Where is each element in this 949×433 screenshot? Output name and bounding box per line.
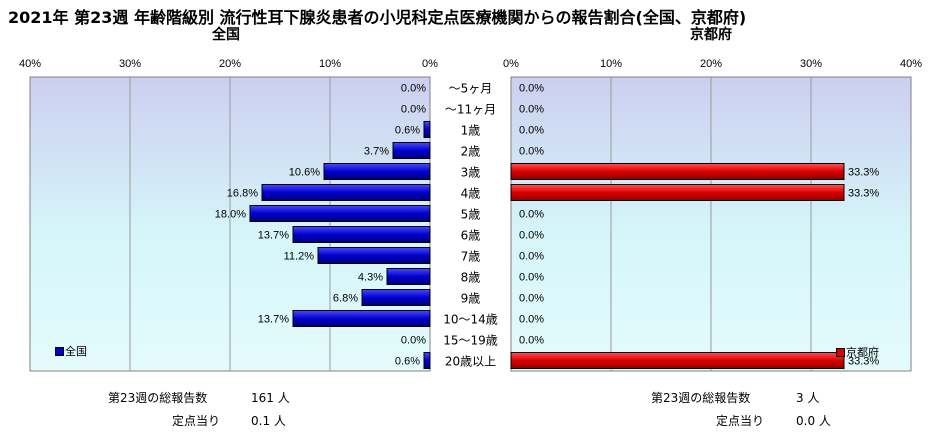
national-bar xyxy=(361,289,431,306)
national-data-label: 0.0% xyxy=(401,83,426,95)
kyoto-bar xyxy=(510,163,845,180)
kyoto-data-label: 0.0% xyxy=(519,125,544,137)
kyoto-legend: 京都府 xyxy=(836,344,879,360)
national-data-label: 13.7% xyxy=(258,314,289,326)
kyoto-total-value: 3 人 xyxy=(796,391,820,405)
national-bar xyxy=(261,184,431,201)
national-tick-label: 20% xyxy=(219,58,241,70)
age-category-label: 10～14歳 xyxy=(443,313,498,327)
national-data-label: 16.8% xyxy=(227,188,258,200)
national-tick-label: 0% xyxy=(422,58,438,70)
national-tick-label: 40% xyxy=(19,58,41,70)
age-category-label: ～5ヶ月 xyxy=(449,82,493,96)
kyoto-data-label: 33.3% xyxy=(848,167,879,179)
national-legend: 全国 xyxy=(55,343,87,359)
kyoto-data-label: 0.0% xyxy=(519,83,544,95)
kyoto-tick-label: 30% xyxy=(800,58,822,70)
national-bar xyxy=(292,226,431,243)
national-legend-label: 全国 xyxy=(65,345,87,358)
kyoto-data-label: 0.0% xyxy=(519,230,544,242)
age-category-label: 5歳 xyxy=(461,208,481,222)
kyoto-legend-swatch xyxy=(836,347,845,357)
national-per-value: 0.1 人 xyxy=(251,414,286,428)
national-data-label: 3.7% xyxy=(364,146,389,158)
national-data-label: 0.6% xyxy=(395,356,420,368)
national-bar xyxy=(249,205,431,222)
national-data-label: 6.8% xyxy=(333,293,358,305)
chart-title: 2021年 第23週 年齢階級別 流行性耳下腺炎患者の小児科定点医療機関からの報… xyxy=(8,8,747,27)
kyoto-data-label: 0.0% xyxy=(519,104,544,116)
national-data-label: 0.0% xyxy=(401,104,426,116)
age-category-label: 6歳 xyxy=(461,229,481,243)
national-data-label: 10.6% xyxy=(289,167,320,179)
kyoto-tick-label: 40% xyxy=(900,58,922,70)
age-category-label: 7歳 xyxy=(461,250,481,264)
age-category-label: 2歳 xyxy=(461,145,481,159)
national-total-label: 第23週の総報告数 xyxy=(108,391,208,405)
age-category-label: 9歳 xyxy=(461,292,481,306)
kyoto-data-label: 0.0% xyxy=(519,272,544,284)
kyoto-bar xyxy=(510,352,845,369)
kyoto-tick-label: 0% xyxy=(503,58,519,70)
kyoto-total-label: 第23週の総報告数 xyxy=(651,391,751,405)
national-bar xyxy=(423,352,431,369)
national-total-value: 161 人 xyxy=(251,391,290,405)
national-per-label: 定点当り xyxy=(172,414,221,428)
kyoto-data-label: 0.0% xyxy=(519,209,544,221)
kyoto-data-label: 0.0% xyxy=(519,314,544,326)
kyoto-data-label: 33.3% xyxy=(848,356,879,368)
national-data-label: 18.0% xyxy=(215,209,246,221)
national-data-label: 0.0% xyxy=(401,335,426,347)
age-category-label: 4歳 xyxy=(461,187,481,201)
national-bar xyxy=(423,121,431,138)
kyoto-data-label: 0.0% xyxy=(519,251,544,263)
national-legend-swatch xyxy=(55,346,64,356)
national-data-label: 0.6% xyxy=(395,125,420,137)
kyoto-tick-label: 10% xyxy=(600,58,622,70)
kyoto-data-label: 0.0% xyxy=(519,146,544,158)
kyoto-legend-label: 京都府 xyxy=(846,346,879,359)
national-data-label: 4.3% xyxy=(358,272,383,284)
national-bar xyxy=(317,247,431,264)
age-category-label: 8歳 xyxy=(461,271,481,285)
age-category-label: 3歳 xyxy=(461,166,481,180)
national-bar xyxy=(323,163,431,180)
kyoto-data-label: 0.0% xyxy=(519,335,544,347)
national-data-label: 11.2% xyxy=(284,251,315,263)
kyoto-data-label: 33.3% xyxy=(848,188,879,200)
kyoto-panel-title: 京都府 xyxy=(690,27,732,43)
national-bar xyxy=(392,142,431,159)
age-category-label: 1歳 xyxy=(461,124,481,138)
age-category-label: 20歳以上 xyxy=(445,355,496,369)
kyoto-tick-label: 20% xyxy=(700,58,722,70)
kyoto-bar xyxy=(510,184,845,201)
national-panel-title: 全国 xyxy=(212,27,240,43)
national-bar xyxy=(386,268,431,285)
national-tick-label: 10% xyxy=(319,58,341,70)
national-data-label: 13.7% xyxy=(258,230,289,242)
age-category-label: 15～19歳 xyxy=(443,334,498,348)
kyoto-per-value: 0.0 人 xyxy=(796,414,831,428)
national-bar xyxy=(292,310,431,327)
kyoto-per-label: 定点当り xyxy=(716,414,765,428)
age-category-label: ～11ヶ月 xyxy=(445,103,496,117)
kyoto-data-label: 0.0% xyxy=(519,293,544,305)
national-tick-label: 30% xyxy=(119,58,141,70)
